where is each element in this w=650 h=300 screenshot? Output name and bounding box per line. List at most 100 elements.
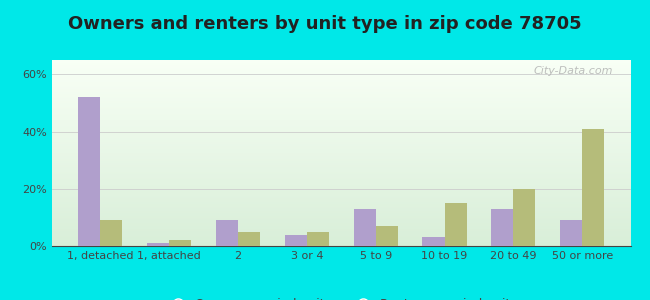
Bar [52,175,630,176]
Bar [52,176,630,177]
Bar [52,242,630,243]
Bar [52,141,630,142]
Bar [52,108,630,109]
Bar [52,82,630,83]
Bar [52,118,630,119]
Bar [52,171,630,172]
Bar [52,94,630,95]
Bar [52,156,630,157]
Bar [52,187,630,188]
Bar [52,195,630,196]
Bar [52,67,630,68]
Bar [52,204,630,205]
Bar [52,140,630,141]
Bar [52,75,630,76]
Bar [52,123,630,124]
Bar [52,216,630,217]
Bar [52,161,630,162]
Bar [52,212,630,214]
Bar [52,160,630,161]
Bar [52,119,630,120]
Bar [52,153,630,154]
Bar [238,232,260,246]
Bar [52,148,630,149]
Bar [52,164,630,165]
Bar [52,180,630,181]
Bar [52,124,630,125]
Bar [52,91,630,92]
Bar [52,98,630,99]
Bar [52,85,630,86]
Bar [52,158,630,159]
Legend: Owner occupied units, Renter occupied units: Owner occupied units, Renter occupied un… [161,293,522,300]
Bar [52,206,630,207]
Bar [354,209,376,246]
Bar [52,235,630,236]
Bar [52,197,630,198]
Bar [52,133,630,134]
Bar [560,220,582,246]
Bar [52,97,630,98]
Bar [52,232,630,233]
Bar [52,209,630,210]
Bar [52,138,630,139]
Bar [78,97,100,246]
Bar [52,188,630,189]
Bar [307,232,329,246]
Bar [52,99,630,100]
Bar [52,191,630,192]
Bar [52,201,630,202]
Bar [52,83,630,84]
Bar [52,237,630,238]
Bar [52,205,630,206]
Bar [52,190,630,191]
Bar [52,126,630,127]
Bar [52,122,630,123]
Bar [52,109,630,110]
Text: City-Data.com: City-Data.com [534,66,613,76]
Bar [52,170,630,171]
Bar [52,157,630,158]
Bar [52,78,630,79]
Bar [52,127,630,128]
Text: Owners and renters by unit type in zip code 78705: Owners and renters by unit type in zip c… [68,15,582,33]
Bar [52,66,630,67]
Bar [52,106,630,107]
Bar [52,245,630,246]
Bar [52,73,630,74]
Bar [52,151,630,152]
Bar [52,230,630,231]
Bar [52,107,630,108]
Bar [52,220,630,221]
Bar [52,228,630,229]
Bar [52,71,630,72]
Bar [52,214,630,215]
Bar [52,166,630,167]
Bar [52,234,630,235]
Bar [52,215,630,216]
Bar [52,61,630,62]
Bar [52,132,630,133]
Bar [376,226,398,246]
Bar [52,62,630,63]
Bar [52,143,630,144]
Bar [52,149,630,150]
Bar [52,74,630,75]
Bar [52,110,630,111]
Bar [52,90,630,91]
Bar [52,168,630,169]
Bar [52,103,630,104]
Bar [52,159,630,160]
Bar [52,189,630,190]
Bar [445,203,467,246]
Bar [52,116,630,117]
Bar [52,229,630,230]
Bar [216,220,238,246]
Bar [52,177,630,178]
Bar [52,88,630,89]
Bar [52,131,630,132]
Bar [52,120,630,122]
Bar [52,163,630,164]
Bar [52,227,630,228]
Bar [52,198,630,199]
